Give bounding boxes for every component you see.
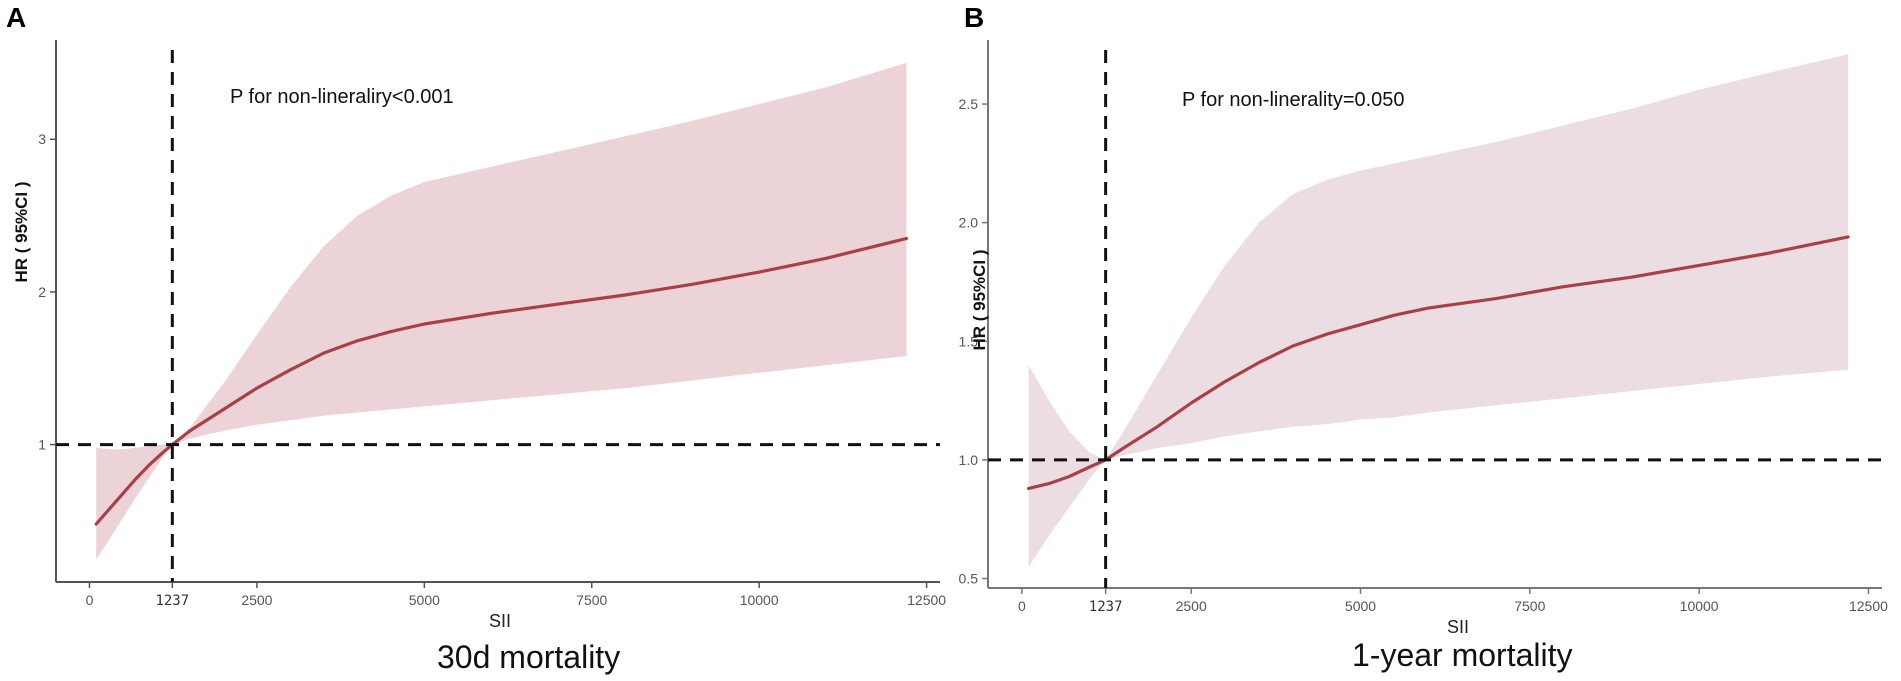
panel-b: B 0.5 1.0 1.5 2.0 2.5 0 1237 2500 5000 7500 10000 1… (950, 0, 1901, 681)
y-tick-label-a: 3 (38, 131, 46, 147)
confidence-band-b (1028, 54, 1849, 567)
x-axis-label-b: SII (1447, 617, 1470, 637)
panel-label-a: A (6, 2, 27, 33)
x-tick-label-a: 5000 (409, 592, 440, 608)
x-tick-label-a: 1237 (155, 593, 189, 609)
x-tick-label-a: 0 (86, 592, 94, 608)
y-tick-label-a: 1 (38, 437, 46, 453)
x-tick-label-b: 1237 (1089, 599, 1123, 615)
y-tick-label-b: 1.5 (959, 333, 979, 349)
x-tick-label-b: 7500 (1514, 598, 1545, 614)
x-tick-label-b: 2500 (1176, 598, 1207, 614)
chart-30d-mortality: 1 2 3 0 1237 2500 5000 7500 10000 12500 (38, 40, 946, 609)
y-tick-label-a: 2 (38, 284, 46, 300)
y-axis-label-b: HR ( 95%CI ) (970, 249, 989, 351)
y-tick-label-b: 0.5 (959, 571, 979, 587)
chart-title-b: 1-year mortality (1352, 637, 1573, 673)
x-tick-label-b: 12500 (1849, 598, 1888, 614)
x-tick-label-a: 7500 (576, 592, 607, 608)
hr-curve-b (1027, 235, 1850, 490)
x-tick-label-b: 0 (1018, 598, 1026, 614)
chart-title-a: 30d mortality (437, 639, 621, 675)
y-tick-label-b: 2.0 (959, 215, 979, 231)
x-tick-label-a: 10000 (740, 592, 779, 608)
panel-a: A 1 2 3 0 1237 2500 5000 7500 10000 12500 P for n… (0, 0, 950, 681)
panel-label-b: B (964, 2, 985, 33)
p-value-annotation-b: P for non-linerality=0.050 (1182, 89, 1405, 111)
x-tick-label-b: 10000 (1680, 598, 1719, 614)
p-value-annotation-a: P for non-lineraliry<0.001 (230, 86, 454, 108)
x-axis-label-a: SII (489, 611, 512, 631)
y-tick-label-b: 2.5 (959, 96, 979, 112)
x-tick-label-a: 12500 (907, 592, 946, 608)
y-axis-label-a: HR ( 95%CI ) (12, 181, 31, 283)
x-tick-label-a: 2500 (241, 592, 272, 608)
y-tick-label-b: 1.0 (959, 452, 979, 468)
x-tick-label-b: 5000 (1345, 598, 1376, 614)
hr-curve-a (94, 236, 909, 526)
chart-1-year-mortality: 0.5 1.0 1.5 2.0 2.5 0 1237 2500 5000 7500 10000 125… (959, 40, 1888, 615)
